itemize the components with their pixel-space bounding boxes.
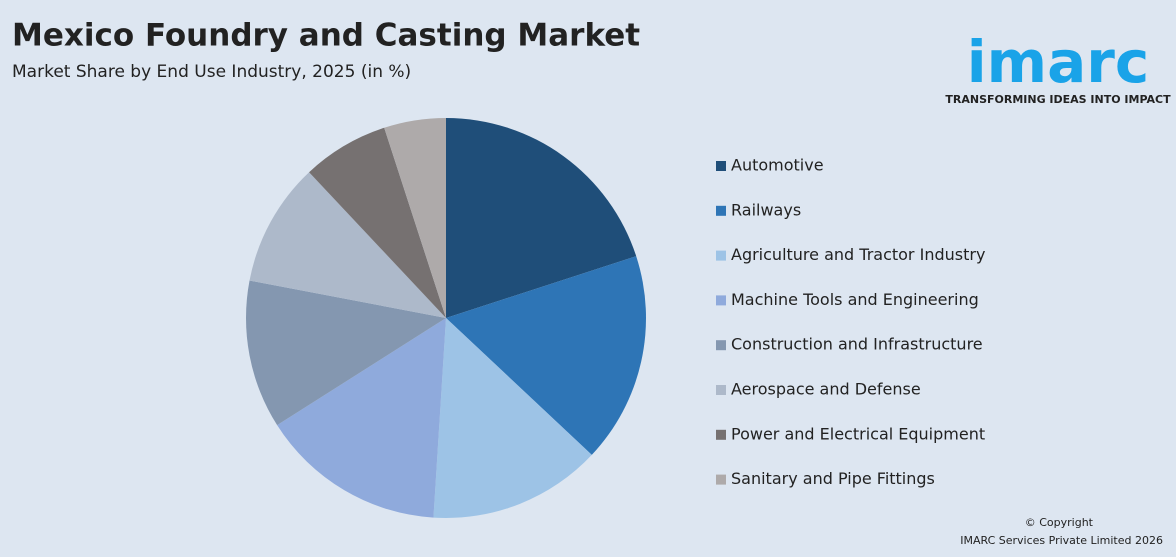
logo: imarc xyxy=(967,28,1149,96)
pie-slice xyxy=(384,118,446,318)
pie-slice xyxy=(309,127,446,318)
legend-label: Construction and Infrastructure xyxy=(731,335,983,354)
legend-swatch xyxy=(716,295,726,306)
legend-label: Sanitary and Pipe Fittings xyxy=(731,469,935,488)
pie-slice xyxy=(446,256,646,455)
pie-slice xyxy=(277,318,446,518)
chart-subtitle: Market Share by End Use Industry, 2025 (… xyxy=(12,62,411,82)
chart-title: Mexico Foundry and Casting Market xyxy=(12,18,640,54)
legend-label: Railways xyxy=(731,200,801,219)
legend-label: Aerospace and Defense xyxy=(731,380,921,399)
copyright: IMARC Services Private Limited 2026 xyxy=(960,534,1163,547)
legend-swatch xyxy=(716,250,726,261)
legend-swatch xyxy=(716,340,726,351)
pie-slice xyxy=(246,280,446,426)
legend-swatch xyxy=(716,205,726,216)
pie-slice xyxy=(446,118,637,318)
legend-label: Machine Tools and Engineering xyxy=(731,290,979,309)
legend-swatch xyxy=(716,161,726,171)
legend-swatch xyxy=(716,429,726,440)
logo-tagline: TRANSFORMING IDEAS INTO IMPACT xyxy=(945,93,1171,106)
legend-label: Power and Electrical Equipment xyxy=(731,424,985,443)
legend-label: Agriculture and Tractor Industry xyxy=(731,245,985,264)
copyright: © Copyright xyxy=(1025,516,1094,529)
pie-slice xyxy=(249,172,446,318)
legend-swatch xyxy=(716,385,726,395)
legend-swatch xyxy=(716,474,726,485)
legend-label: Automotive xyxy=(731,156,824,175)
pie-slice xyxy=(433,318,592,518)
